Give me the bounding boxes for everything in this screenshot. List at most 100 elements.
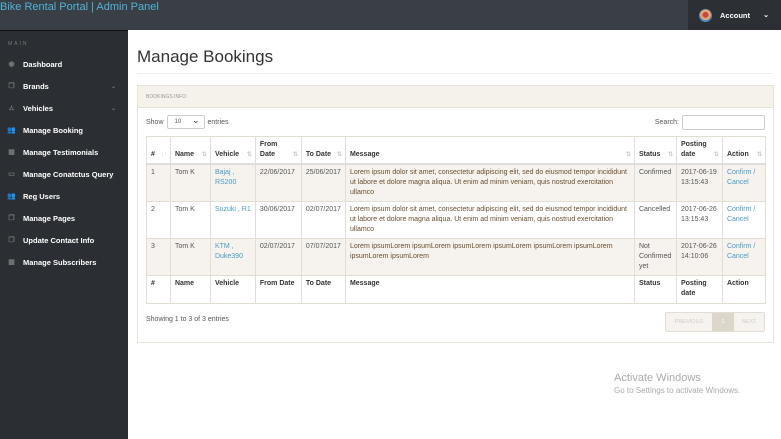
- cell-message: Lorem ipsum dolor sit amet, consectetur …: [344, 201, 635, 239]
- footer-action: Action: [721, 275, 767, 304]
- sidebar-item-label: Reg Users: [23, 191, 61, 201]
- confirm-link[interactable]: Confirm: [726, 169, 752, 176]
- footer-from-date: From Date: [254, 275, 302, 304]
- cell-id: 3: [146, 238, 171, 276]
- cell-status: Confirmed: [633, 163, 677, 202]
- sort-icon: ⇅: [336, 152, 342, 158]
- header-label: Vehicle: [214, 151, 240, 158]
- vehicle-link[interactable]: Bajaj , RS200: [214, 169, 237, 186]
- header-label: Status: [638, 151, 661, 158]
- sidebar-item-brands[interactable]: ❐ Brands ⌄: [0, 75, 128, 97]
- sidebar-item-update-contact-info[interactable]: ❐ Update Contact Info: [0, 229, 128, 251]
- cell-status: Not Confirmed yet: [633, 238, 677, 276]
- page-title: Manage Bookings: [137, 47, 274, 66]
- cell-name: Tom K: [169, 163, 211, 202]
- sidebar: MAIN ◉ Dashboard ❐ Brands ⌄ ⛼ Vehicles ⌄ 👥 Manage…: [0, 30, 128, 439]
- vehicle-link[interactable]: KTM , Duke390: [214, 243, 243, 260]
- search-box: Search:: [655, 115, 765, 130]
- previous-button[interactable]: PREVIOUS: [666, 313, 712, 331]
- show-label: Show: [146, 118, 164, 126]
- cell-message: Lorem ipsumLorem ipsumLorem ipsumLorem i…: [344, 238, 635, 276]
- sidebar-item-reg-users[interactable]: 👥 Reg Users: [0, 185, 128, 207]
- entries-label: entries: [207, 118, 229, 126]
- sidebar-item-manage-testimonials[interactable]: ▦ Manage Testimonials: [0, 141, 128, 163]
- main-content: Manage Bookings BOOKINGS INFO Show 10 en…: [128, 30, 781, 439]
- table-row: 2 Tom K Suzuki , R1 30/06/2017 02/07/201…: [146, 201, 767, 239]
- column-header-posting-date[interactable]: Posting date ⇅: [675, 136, 723, 165]
- sidebar-item-label: Manage Pages: [23, 213, 76, 223]
- cancel-link[interactable]: Cancel: [726, 253, 749, 260]
- top-navbar: Bike Rental Portal | Admin Panel Account…: [0, 0, 781, 30]
- sidebar-item-label: Update Contact Info: [23, 235, 95, 245]
- header-label: Posting date: [680, 141, 707, 158]
- vehicle-link[interactable]: Suzuki , R1: [214, 206, 251, 213]
- entries-length: Show 10 entries: [146, 115, 229, 129]
- sidebar-item-vehicles[interactable]: ⛼ Vehicles ⌄: [0, 97, 128, 119]
- column-header-action[interactable]: Action ⇅: [721, 136, 767, 165]
- sidebar-item-label: Dashboard: [23, 59, 63, 69]
- account-menu[interactable]: Account ⌄: [688, 0, 781, 30]
- watermark-line1: Activate Windows: [614, 372, 701, 384]
- watermark-line2: Go to Settings to activate Windows.: [614, 386, 741, 395]
- sidebar-item-label: Manage Testimonials: [23, 147, 99, 157]
- desktop-icon: ▭: [8, 171, 15, 178]
- sort-icon: ⇅: [756, 152, 762, 158]
- chevron-down-icon: ⌄: [763, 12, 769, 19]
- column-header-to-date[interactable]: To Date ⇅: [300, 136, 346, 165]
- column-header-vehicle[interactable]: Vehicle ⇅: [209, 136, 256, 165]
- cell-posting-date: 2017-06-26 13:15:43: [675, 201, 723, 239]
- cell-id: 2: [146, 201, 171, 239]
- footer-status: Status: [633, 275, 677, 304]
- footer-posting-date: Posting date: [675, 275, 723, 304]
- confirm-link[interactable]: Confirm: [726, 206, 752, 213]
- pagination: PREVIOUS 1 NEXT: [665, 312, 765, 332]
- next-button[interactable]: NEXT: [734, 313, 764, 331]
- header-label: #: [151, 151, 155, 158]
- sort-icon: ⇅: [667, 152, 673, 158]
- chevron-down-icon: ⌄: [110, 105, 116, 112]
- table-icon: ▦: [8, 259, 15, 266]
- column-header-name[interactable]: Name ⇅: [169, 136, 211, 165]
- sort-icon: ⇅: [713, 152, 719, 158]
- footer-to-date: To Date: [300, 275, 346, 304]
- column-header--[interactable]: # ↓↑: [146, 136, 171, 165]
- search-input[interactable]: [682, 115, 765, 130]
- sidebar-item-manage-pages[interactable]: ❐ Manage Pages: [0, 207, 128, 229]
- sidebar-item-dashboard[interactable]: ◉ Dashboard: [0, 53, 128, 75]
- table-row: 1 Tom K Bajaj , RS200 22/06/2017 25/06/2…: [146, 163, 767, 202]
- sidebar-item-manage-conatctus-query[interactable]: ▭ Manage Conatctus Query: [0, 163, 128, 185]
- windows-activation-watermark: Activate Windows Go to Settings to activ…: [614, 372, 740, 395]
- divider: [137, 73, 773, 74]
- header-label: Message: [349, 151, 380, 158]
- page-1-button[interactable]: 1: [712, 313, 734, 331]
- cell-posting-date: 2017-06-19 13:15:43: [675, 163, 723, 202]
- column-header-message[interactable]: Message ⇅: [344, 136, 635, 165]
- files-icon: ❐: [8, 215, 15, 222]
- sidebar-item-label: Manage Booking: [23, 125, 84, 135]
- footer-name: Name: [169, 275, 211, 304]
- cell-to-date: 25/06/2017: [300, 163, 346, 202]
- cell-status: Cancelled: [633, 201, 677, 239]
- sort-icon: ⇅: [246, 152, 252, 158]
- brand-title[interactable]: Bike Rental Portal | Admin Panel: [0, 1, 159, 13]
- dashboard-icon: ◉: [8, 61, 15, 68]
- table-icon: ▦: [8, 149, 15, 156]
- confirm-link[interactable]: Confirm: [726, 243, 752, 250]
- cell-from-date: 02/07/2017: [254, 238, 302, 276]
- cell-to-date: 07/07/2017: [300, 238, 346, 276]
- column-header-status[interactable]: Status ⇅: [633, 136, 677, 165]
- sidebar-item-label: Manage Conatctus Query: [23, 169, 114, 179]
- sort-icon: ⇅: [292, 152, 298, 158]
- bookings-panel: BOOKINGS INFO Show 10 entries Search: # ↓…: [137, 85, 774, 343]
- cancel-link[interactable]: Cancel: [726, 179, 749, 186]
- cell-posting-date: 2017-06-26 14:10:06: [675, 238, 723, 276]
- sidebar-item-manage-subscribers[interactable]: ▦ Manage Subscribers: [0, 251, 128, 273]
- cancel-link[interactable]: Cancel: [726, 216, 749, 223]
- cell-name: Tom K: [169, 201, 211, 239]
- sidebar-item-label: Vehicles: [23, 103, 54, 113]
- cell-from-date: 22/06/2017: [254, 163, 302, 202]
- column-header-from-date[interactable]: From Date ⇅: [254, 136, 302, 165]
- sidebar-item-manage-booking[interactable]: 👥 Manage Booking: [0, 119, 128, 141]
- header-label: To Date: [305, 151, 332, 158]
- entries-select[interactable]: 10: [166, 115, 205, 129]
